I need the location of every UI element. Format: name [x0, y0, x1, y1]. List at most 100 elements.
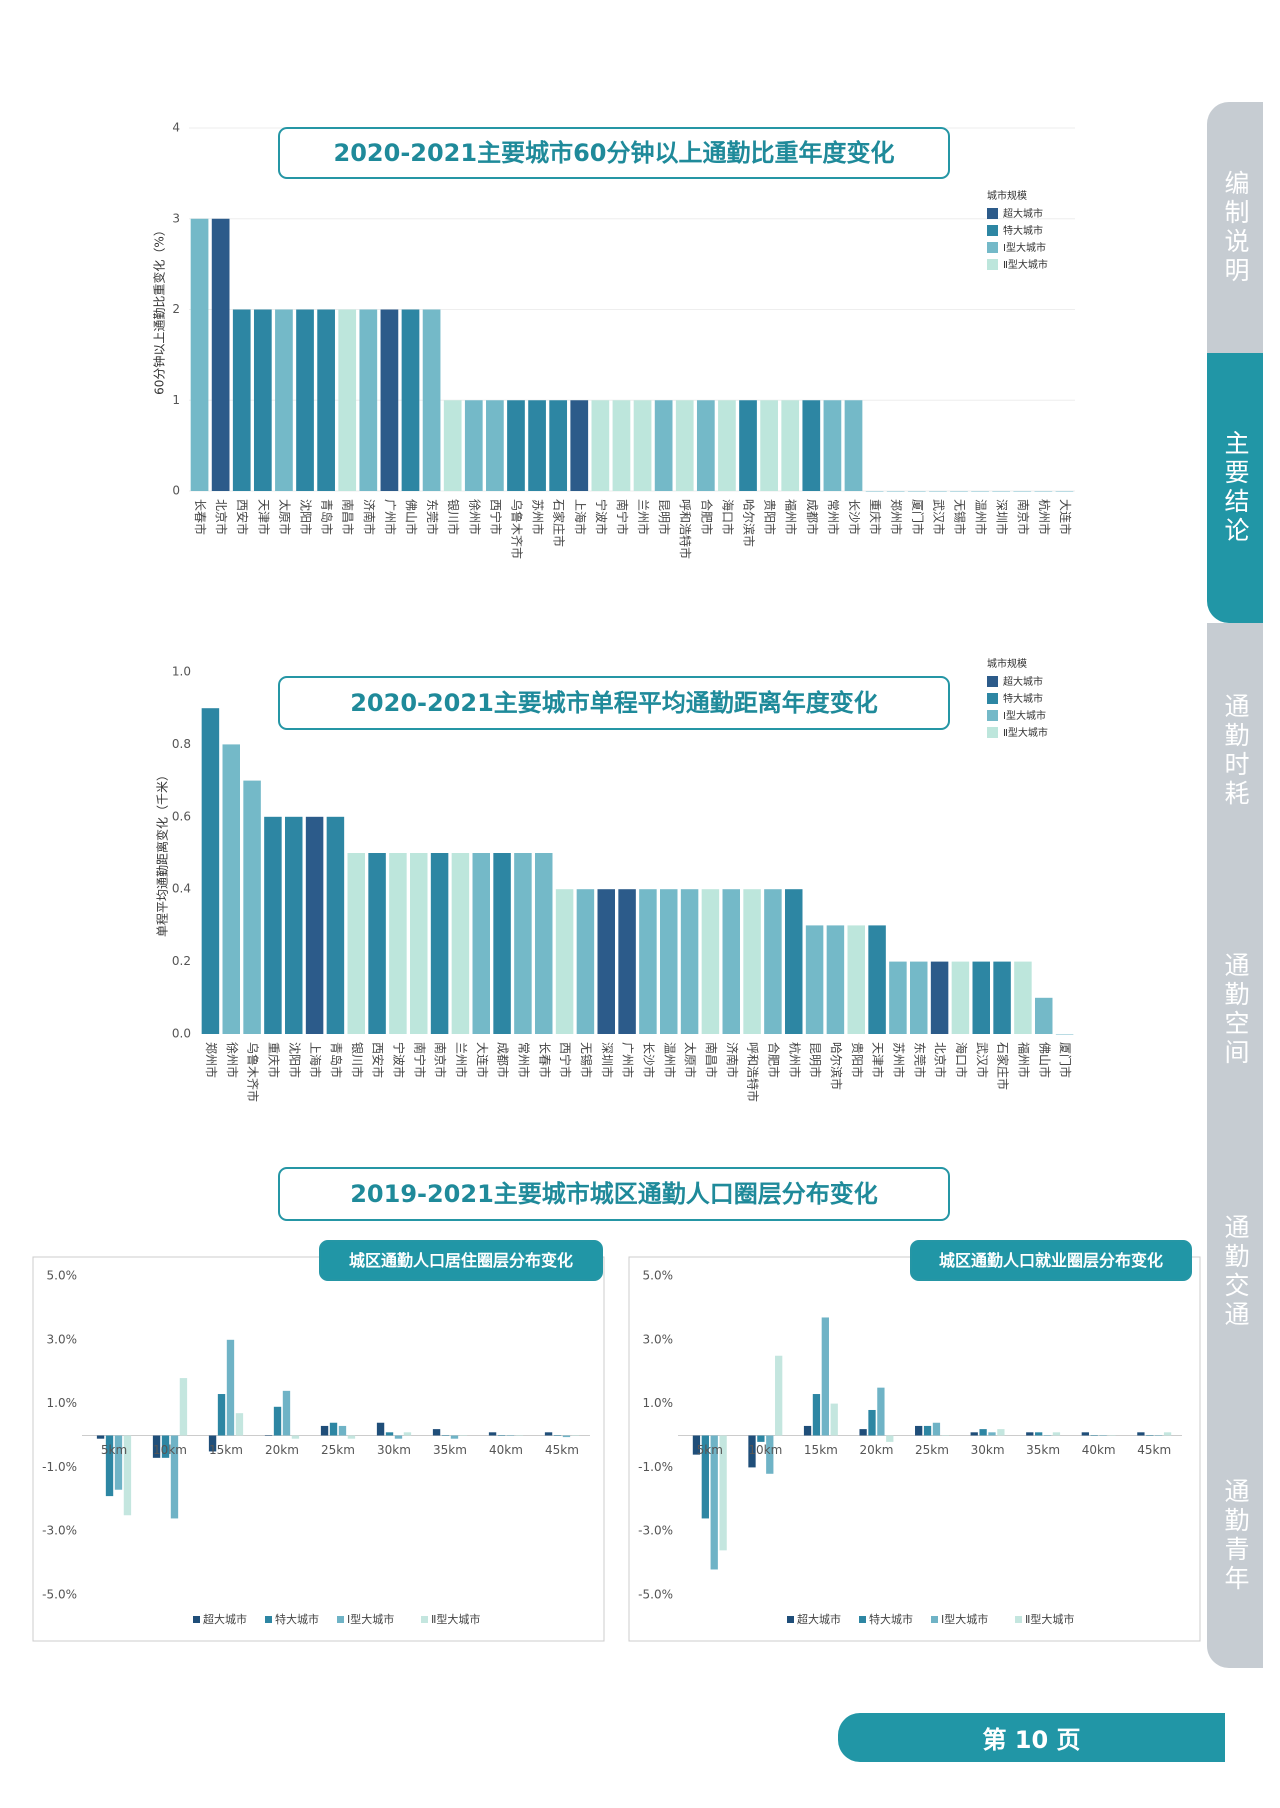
- y-axis-label: 60分钟以上通勤比重变化（%）: [152, 224, 167, 395]
- bar: [544, 1432, 553, 1436]
- x-tick-label: 5km: [101, 1443, 127, 1457]
- bar: [320, 1425, 329, 1436]
- x-tick-label: 长春市: [537, 1042, 552, 1078]
- y-tick-label: 0.2: [172, 954, 191, 968]
- bar: [979, 1429, 987, 1436]
- bar: [253, 309, 272, 491]
- x-tick-label: 深圳市: [995, 499, 1010, 535]
- y-tick-label: 2: [172, 302, 180, 316]
- bar: [170, 1435, 179, 1519]
- x-tick-label: 上海市: [573, 499, 588, 535]
- bar: [459, 1435, 468, 1436]
- bar: [401, 309, 420, 491]
- bar: [660, 889, 678, 1034]
- x-tick-label: 青岛市: [320, 499, 335, 535]
- bar: [1043, 1435, 1052, 1436]
- bar: [488, 1432, 497, 1436]
- bar: [701, 1435, 709, 1519]
- bar: [932, 1422, 941, 1436]
- legend-label: Ⅱ型大城市: [1003, 726, 1048, 739]
- bar: [285, 816, 303, 1034]
- x-tick-label: 济南市: [725, 1042, 740, 1078]
- bar: [618, 889, 636, 1034]
- bar: [710, 1435, 718, 1570]
- sidebar-tab[interactable]: 通勤青年: [1207, 1403, 1263, 1668]
- x-tick-label: 无锡市: [952, 499, 967, 535]
- y-tick-label: -5.0%: [42, 1588, 77, 1602]
- bar: [1013, 491, 1032, 492]
- title: 2020-2021主要城市单程平均通勤距离年度变化: [350, 689, 878, 717]
- x-tick-label: 沈阳市: [287, 1042, 302, 1078]
- sidebar-tab[interactable]: 通勤时耗: [1207, 623, 1263, 879]
- x-tick-label: 西宁市: [488, 499, 503, 535]
- bar: [296, 309, 314, 491]
- bar: [430, 853, 449, 1034]
- bar: [305, 816, 324, 1034]
- x-tick-label: 45km: [1137, 1443, 1171, 1457]
- page-number: 第 10 页: [838, 1713, 1225, 1762]
- sidebar-tab[interactable]: 通勤交通: [1207, 1141, 1263, 1403]
- y-tick-label: 1: [172, 393, 180, 407]
- bar: [152, 1435, 161, 1458]
- x-tick-label: 40km: [489, 1443, 523, 1457]
- bar: [915, 1425, 923, 1436]
- x-tick-label: 西安市: [371, 1042, 386, 1078]
- bar: [910, 961, 928, 1034]
- x-tick-label: 重庆市: [868, 499, 883, 535]
- bar: [877, 1387, 885, 1436]
- bar: [597, 889, 615, 1034]
- x-tick-label: 杭州市: [1037, 499, 1052, 535]
- bar: [748, 1435, 756, 1468]
- bar: [950, 491, 968, 492]
- x-tick-label: 兰州市: [454, 1042, 469, 1078]
- bar: [282, 1390, 291, 1436]
- legend-label: 特大城市: [275, 1612, 319, 1626]
- bar: [1035, 1432, 1043, 1436]
- legend-swatch: [337, 1616, 344, 1623]
- sidebar-label: 通勤交通: [1221, 1214, 1250, 1330]
- x-tick-label: 银川市: [446, 499, 461, 535]
- bar: [273, 1406, 282, 1436]
- title: 城区通勤人口就业圈层分布变化: [939, 1251, 1163, 1270]
- y-tick-label: 0: [172, 484, 180, 498]
- sidebar-tab[interactable]: 通勤空间: [1207, 879, 1263, 1141]
- x-tick-label: 呼和浩特市: [746, 1042, 761, 1102]
- x-tick-label: 厦门市: [910, 499, 925, 535]
- title-box: [910, 1240, 1192, 1281]
- x-tick-label: 30km: [377, 1443, 411, 1457]
- legend-label: 特大城市: [1003, 224, 1043, 237]
- bar: [1055, 491, 1074, 492]
- bar: [380, 309, 399, 491]
- bar: [443, 400, 462, 491]
- y-tick-label: 4: [172, 121, 180, 135]
- x-tick-label: 20km: [265, 1443, 299, 1457]
- x-tick-label: 35km: [433, 1443, 467, 1457]
- legend-label: 超大城市: [1003, 675, 1043, 688]
- y-axis-label: 单程平均通勤距离变化（千米）: [155, 769, 170, 937]
- bar: [432, 1429, 441, 1436]
- bar: [785, 889, 803, 1034]
- bar: [766, 1435, 774, 1474]
- x-tick-label: 成都市: [805, 499, 820, 535]
- bar: [1146, 1435, 1154, 1436]
- bar: [1163, 1432, 1172, 1436]
- bar: [506, 1435, 515, 1436]
- legend-swatch: [265, 1616, 272, 1623]
- sidebar-tab[interactable]: 编制说明: [1207, 102, 1263, 353]
- legend-label: 超大城市: [1003, 207, 1043, 220]
- legend-swatch: [987, 676, 998, 687]
- legend-label: 超大城市: [203, 1612, 247, 1626]
- bar: [1137, 1432, 1145, 1436]
- bar: [528, 400, 546, 491]
- legend-swatch: [987, 727, 998, 738]
- bar: [718, 400, 736, 491]
- x-tick-label: 西宁市: [558, 1042, 573, 1078]
- sidebar-tab[interactable]: 主要结论: [1207, 353, 1263, 623]
- bar: [179, 1378, 188, 1436]
- bar: [997, 1429, 1005, 1436]
- x-tick-label: 贵阳市: [850, 1042, 865, 1078]
- bar: [812, 1394, 821, 1436]
- bar: [326, 816, 345, 1034]
- x-tick-label: 石家庄市: [996, 1042, 1011, 1090]
